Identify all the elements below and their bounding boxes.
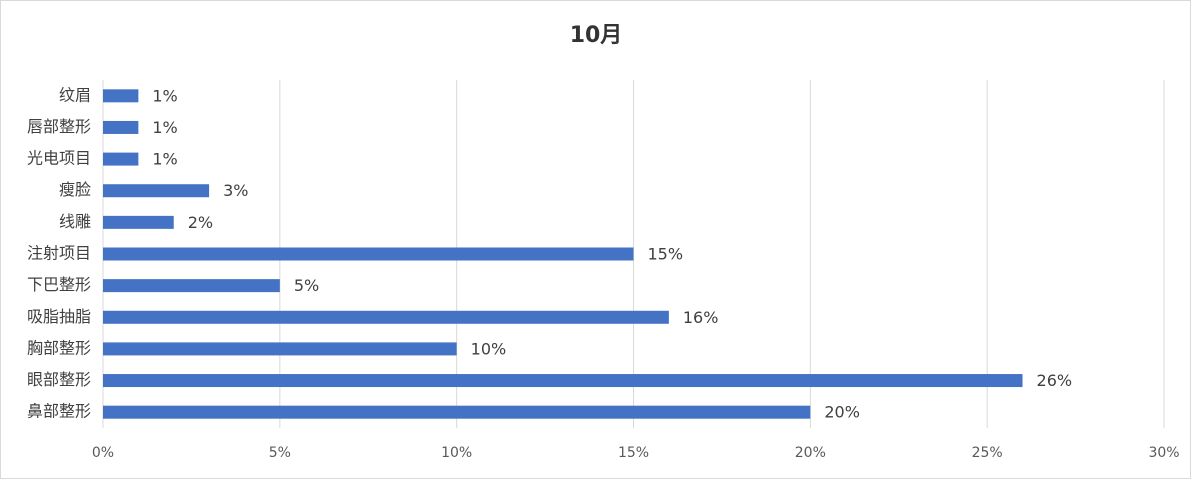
y-tick-label: 注射项目 [27, 244, 91, 263]
y-tick-label: 瘦脸 [59, 180, 91, 199]
y-tick-label: 吸脂抽脂 [27, 307, 91, 326]
bar [103, 405, 811, 419]
data-label: 20% [824, 403, 860, 422]
x-tick-label: 0% [92, 445, 114, 461]
y-tick-label: 纹眉 [59, 85, 91, 104]
data-label: 5% [294, 276, 319, 295]
x-tick-label: 30% [1148, 445, 1179, 461]
data-label: 16% [683, 308, 719, 327]
data-label: 10% [471, 339, 507, 358]
y-tick-label: 胸部整形 [27, 338, 91, 357]
y-tick-label: 眼部整形 [27, 370, 91, 389]
bar [103, 310, 669, 324]
y-tick-label: 线雕 [59, 212, 91, 231]
data-label: 1% [152, 150, 177, 169]
bar [103, 215, 174, 229]
data-label: 3% [223, 181, 248, 200]
y-tick-label: 光电项目 [27, 149, 91, 168]
data-label: 15% [648, 245, 684, 264]
bar [103, 120, 139, 134]
bar [103, 342, 457, 356]
x-tick-label: 20% [795, 445, 826, 461]
data-label: 1% [152, 118, 177, 137]
bar [103, 247, 634, 261]
data-label: 1% [152, 86, 177, 105]
x-tick-label: 25% [972, 445, 1003, 461]
bar [103, 152, 139, 166]
y-tick-label: 下巴整形 [27, 275, 91, 294]
x-tick-label: 15% [618, 445, 649, 461]
data-label: 2% [188, 213, 213, 232]
bar [103, 374, 1023, 388]
bar [103, 184, 210, 198]
y-tick-label: 鼻部整形 [27, 402, 91, 421]
y-tick-label: 唇部整形 [27, 117, 91, 136]
x-tick-label: 5% [269, 445, 291, 461]
x-tick-label: 10% [441, 445, 472, 461]
data-label: 26% [1037, 371, 1073, 390]
bar [103, 279, 280, 293]
chart-title: 10月 [570, 23, 623, 48]
bar [103, 89, 139, 103]
